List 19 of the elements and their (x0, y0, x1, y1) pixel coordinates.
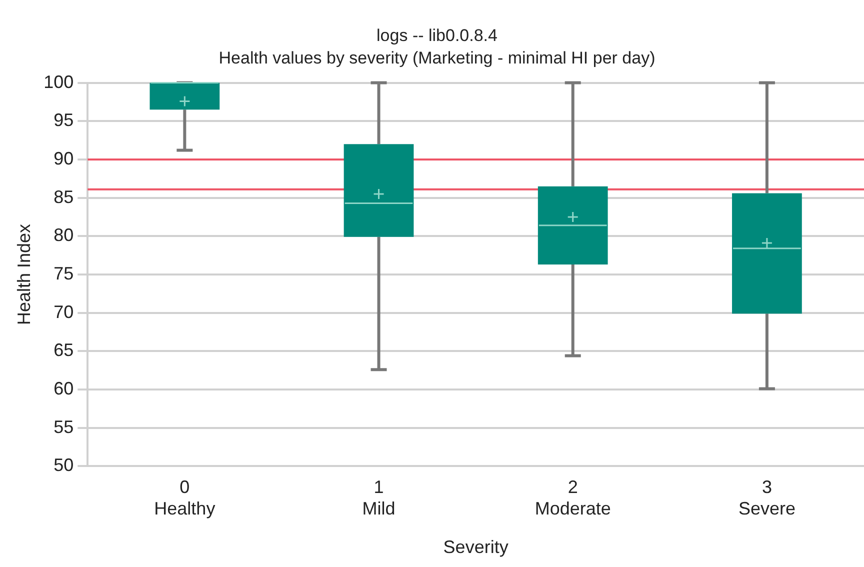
x-tick-label: 3 Severe (738, 476, 796, 519)
y-tick-label: 60 (54, 378, 74, 398)
y-tick-label: 85 (54, 186, 74, 207)
x-tick-label: 2 Moderate (534, 476, 611, 519)
chart-subtitle: Health values by severity (Marketing - minimal HI per day) (218, 48, 656, 68)
y-tick-label: 70 (54, 302, 74, 322)
y-axis-title: Health Index (14, 224, 34, 326)
y-tick-label: 90 (54, 148, 74, 168)
y-tick-label: 100 (44, 72, 74, 92)
y-tick-label: 95 (54, 110, 74, 130)
y-tick-label: 75 (54, 263, 74, 284)
x-axis-title: Severity (443, 537, 508, 558)
y-tick-label: 50 (54, 455, 74, 476)
y-tick-label: 65 (54, 340, 74, 360)
x-tick-label: 1 Mild (362, 476, 396, 519)
chart-title: logs -- lib0.0.8.4 (376, 26, 498, 45)
x-tick-label: 0 Healthy (154, 476, 216, 519)
y-tick-label: 55 (54, 416, 74, 437)
y-tick-label: 80 (54, 225, 74, 246)
